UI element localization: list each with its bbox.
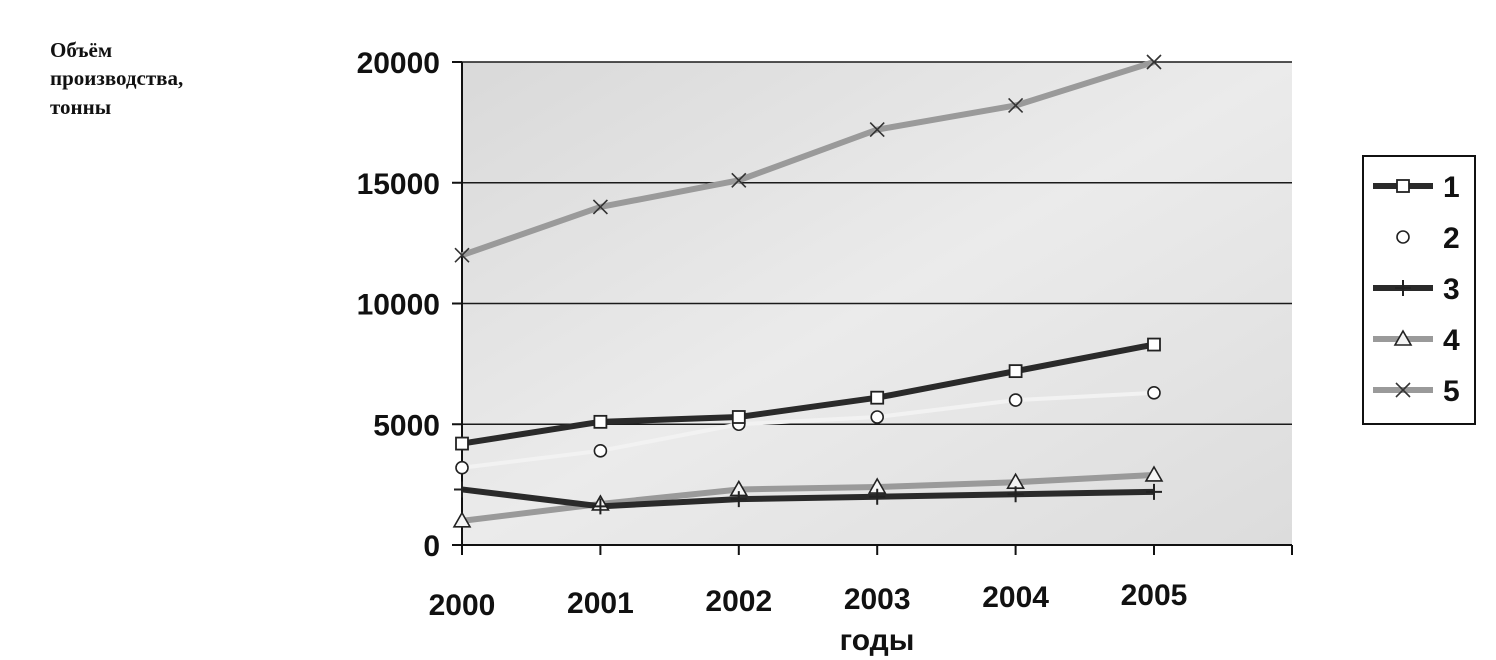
series-1-point	[1147, 337, 1161, 352]
series-3-point	[730, 491, 747, 508]
series-4-point	[1144, 465, 1164, 482]
y-axis-label: Объём производства, тонны	[50, 36, 280, 121]
series-3-line	[461, 486, 1155, 510]
series-2-point	[870, 410, 885, 424]
series-3-point	[1007, 486, 1024, 503]
series-5-point	[454, 247, 470, 263]
series-2-point	[1008, 393, 1023, 407]
series-5-point	[592, 199, 608, 215]
legend-label: 3	[1443, 273, 1460, 306]
x-axis-label: годы	[840, 624, 915, 657]
x-tick-label: 2004	[982, 581, 1049, 614]
series-1-point	[455, 436, 469, 451]
y-tick-label: 20000	[357, 47, 440, 80]
x-tick-label: 2002	[705, 585, 772, 618]
legend-marker	[1395, 280, 1411, 296]
legend-marker	[1395, 382, 1411, 398]
legend-marker	[1396, 179, 1410, 193]
series-1-point	[593, 414, 608, 429]
legend-label: 5	[1443, 375, 1460, 408]
series-3-point	[1146, 483, 1162, 500]
legend-marker	[1393, 329, 1413, 346]
series-1-point	[870, 390, 885, 405]
x-tick-label: 2003	[844, 583, 911, 616]
series-3-point	[454, 481, 470, 498]
series-2-line	[461, 390, 1155, 470]
series-3-point	[592, 498, 609, 515]
y-tick-label: 0	[423, 530, 440, 563]
series-2-point	[1147, 386, 1161, 400]
y-axis-label-line-1: Объём	[50, 38, 113, 62]
x-tick-label: 2001	[567, 587, 634, 620]
series-1-point	[731, 410, 746, 424]
series-3-point	[869, 488, 886, 505]
legend-label: 2	[1443, 222, 1460, 255]
series-5-point	[1008, 97, 1024, 114]
series-5-point	[1146, 54, 1162, 70]
series-5-point	[869, 122, 885, 138]
series-2-point	[455, 460, 469, 475]
legend-label: 4	[1443, 324, 1460, 357]
series-5-point	[731, 172, 747, 188]
legend-marker	[1396, 230, 1410, 244]
series-1-line	[461, 341, 1155, 447]
x-tick-label: 2005	[1121, 579, 1188, 612]
x-tick-label: 2000	[429, 589, 496, 622]
series-2-point	[593, 444, 608, 458]
legend-label: 1	[1443, 171, 1460, 204]
y-axis-label-line-3: тонны	[50, 94, 112, 119]
y-tick-label: 15000	[357, 168, 440, 201]
series-1-point	[1008, 364, 1023, 379]
y-tick-label: 5000	[373, 409, 440, 442]
series-5-line	[461, 59, 1155, 259]
y-tick-label: 10000	[357, 289, 440, 322]
series-4-point	[452, 511, 472, 528]
series-4-line	[461, 471, 1155, 524]
y-axis-label-line-2: производства,	[50, 66, 184, 91]
